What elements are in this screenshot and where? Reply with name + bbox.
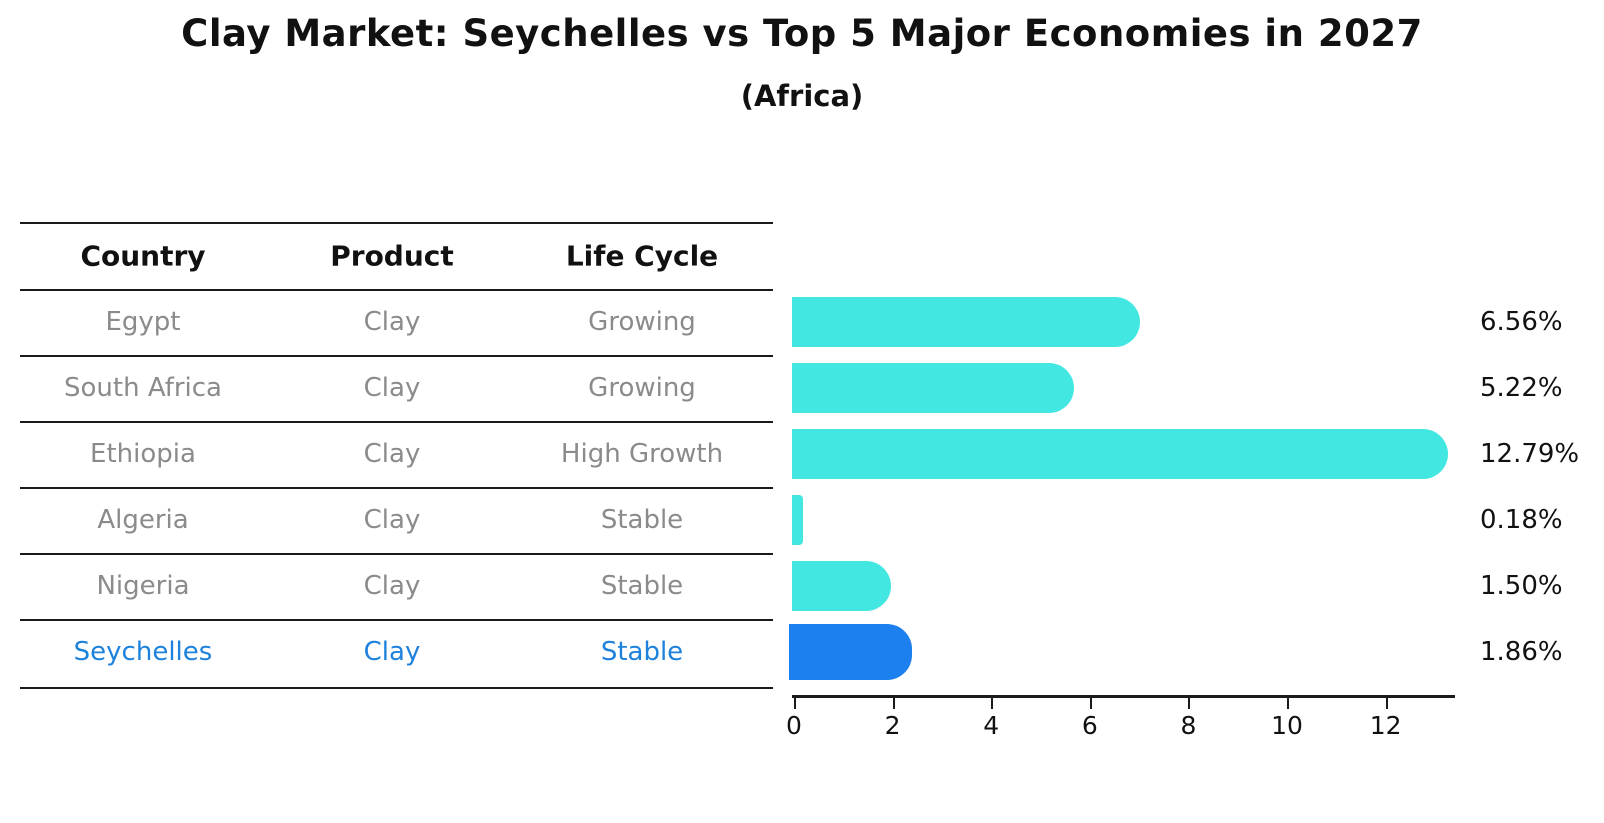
x-axis-tick-label: 4 [983,711,1000,740]
table-cell-product: Clay [363,373,421,403]
x-axis-tick-label: 6 [1081,711,1098,740]
table-cell-country: Seychelles [73,637,213,667]
table-cell-country: South Africa [64,373,222,403]
x-axis-line [792,695,1455,698]
table-rule [20,355,773,357]
table-cell-country: Nigeria [96,571,190,601]
chart-subtitle: (Africa) [740,79,864,113]
x-axis-tick-label: 8 [1180,711,1197,740]
table-cell-life-cycle: Stable [600,505,684,535]
x-axis-tick [794,698,796,709]
x-axis-tick [1287,698,1289,709]
chart-title: Clay Market: Seychelles vs Top 5 Major E… [181,12,1423,55]
table-rule [20,487,773,489]
table-rule [20,687,773,689]
table-rule [20,421,773,423]
bar-value-label: 1.86% [1480,637,1563,667]
table-rule [20,553,773,555]
bar [792,561,891,611]
table-cell-life-cycle: Growing [588,307,696,337]
x-axis-tick-label: 10 [1271,711,1303,740]
x-axis-tick [892,698,895,709]
table-cell-life-cycle: High Growth [560,439,724,469]
table-header-country: Country [80,239,206,273]
bar-seychelles-highlight [789,624,912,680]
table-header-product: Product [330,239,454,273]
x-axis-tick [1385,698,1388,709]
x-axis-tick [991,698,994,709]
table-cell-product: Clay [363,505,421,535]
table-cell-life-cycle: Stable [600,637,684,667]
x-axis-tick [1188,698,1191,709]
bar-value-label: 12.79% [1480,439,1580,469]
bar [792,297,1141,347]
table-cell-life-cycle: Stable [600,571,684,601]
table-cell-product: Clay [363,571,421,601]
table-cell-product: Clay [363,307,421,337]
bar-value-label: 6.56% [1480,307,1563,337]
x-axis-tick [1089,698,1092,709]
table-cell-product: Clay [363,439,421,469]
bar-value-label: 1.50% [1480,571,1563,601]
bar-value-label: 5.22% [1480,373,1563,403]
bar [792,429,1448,479]
bar [792,495,803,545]
table-rule [20,222,773,224]
table-cell-life-cycle: Growing [588,373,696,403]
table-rule [20,619,773,621]
x-axis-tick-label: 2 [884,711,901,740]
x-axis-tick-label: 12 [1369,711,1402,740]
bar-value-label: 0.18% [1480,505,1563,535]
table-rule [20,289,773,291]
x-axis-tick-label: 0 [786,711,802,740]
table-cell-country: Algeria [97,505,189,535]
table-cell-country: Egypt [105,307,181,337]
table-header-life-cycle: Life Cycle [565,239,719,273]
table-cell-product: Clay [363,637,421,667]
bar [792,363,1075,413]
table-cell-country: Ethiopia [90,439,196,469]
